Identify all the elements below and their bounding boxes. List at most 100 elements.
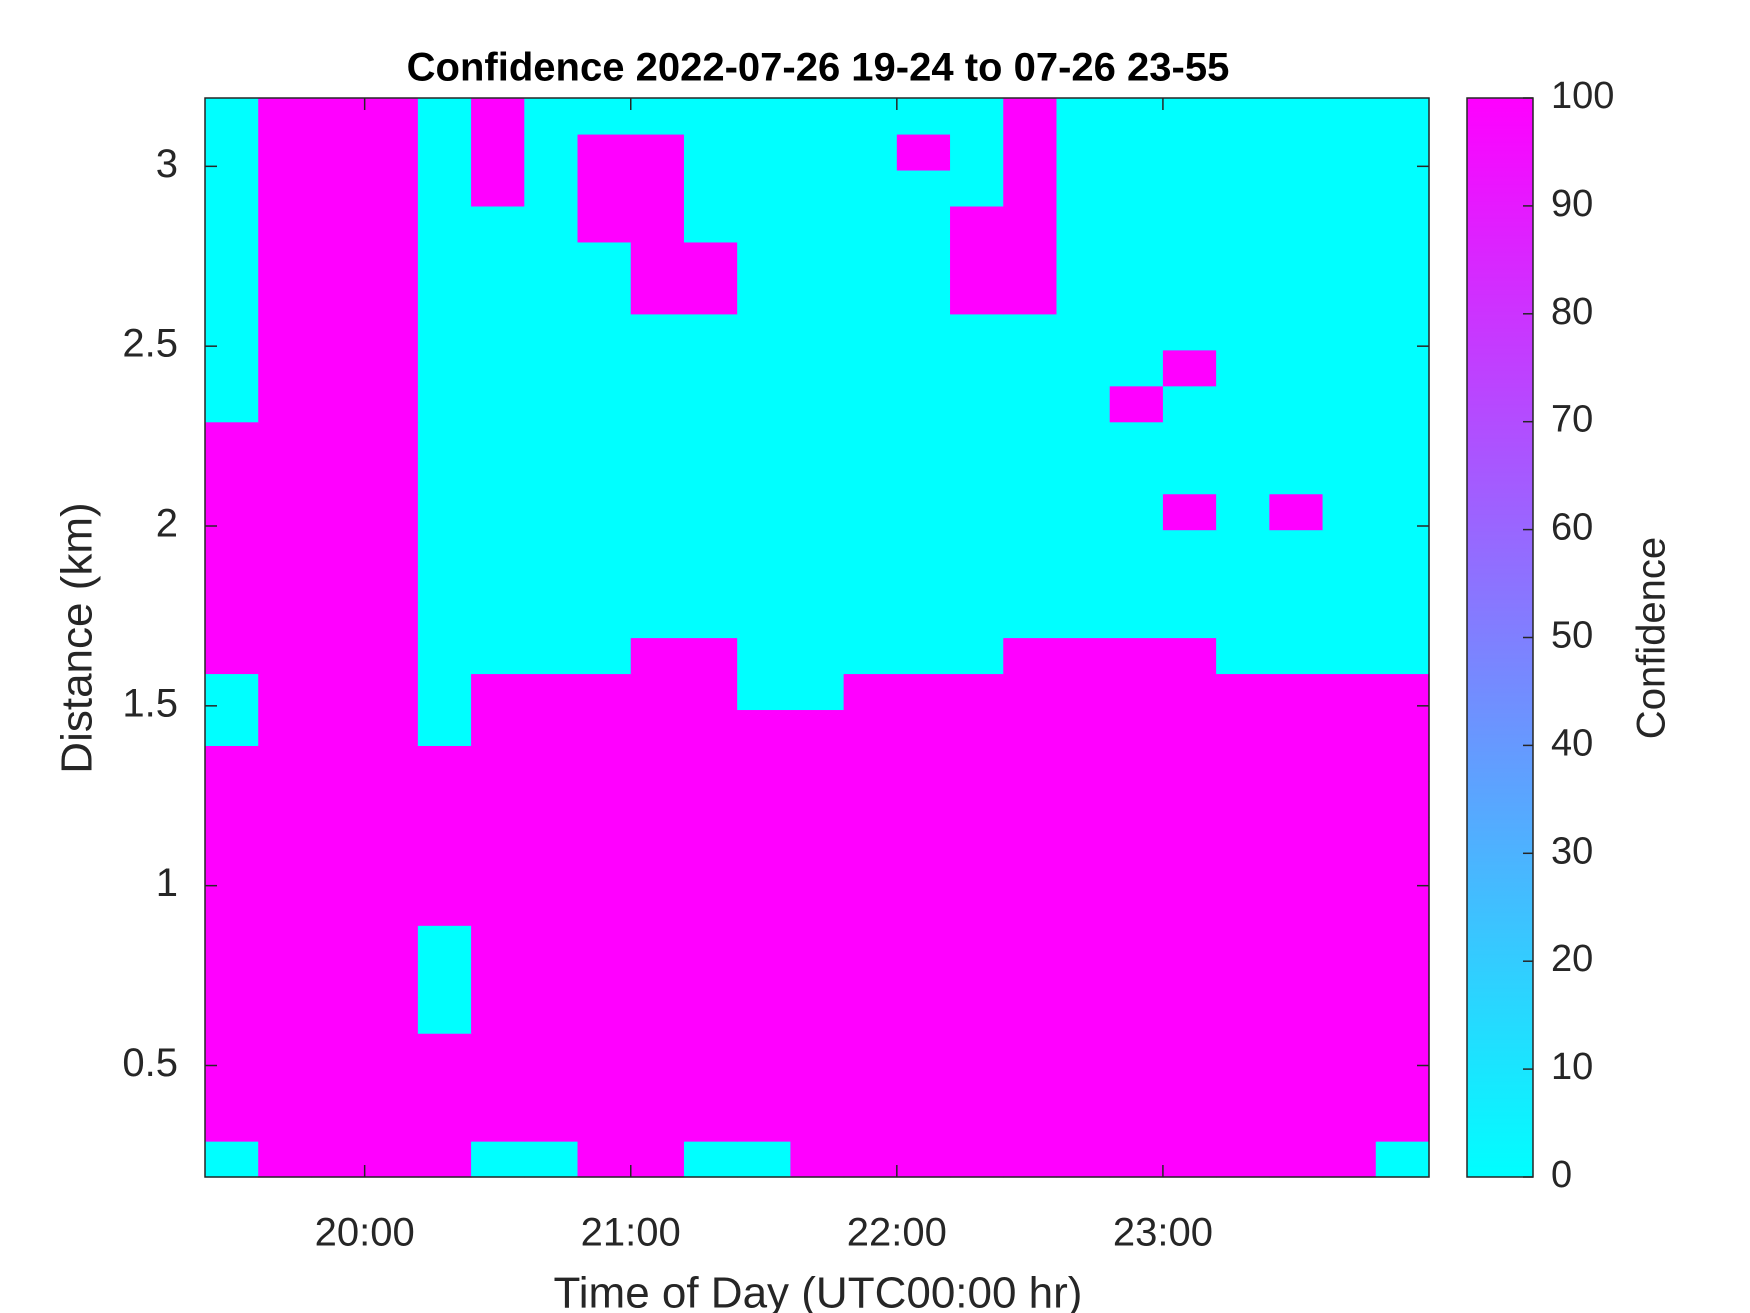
heatmap-cell (311, 1105, 366, 1142)
heatmap-cell (896, 1033, 951, 1070)
heatmap-cell (417, 637, 472, 675)
heatmap-cell (1003, 673, 1058, 711)
heatmap-cell (1109, 565, 1164, 603)
heatmap-cell (471, 1105, 525, 1142)
heatmap-cell (1216, 421, 1270, 459)
heatmap-cell (524, 133, 579, 171)
heatmap-cell (1269, 1105, 1324, 1142)
heatmap-cell (577, 1033, 632, 1070)
heatmap-cell (1375, 457, 1430, 495)
heatmap-cell (630, 277, 685, 315)
heatmap-cell (1322, 925, 1377, 962)
heatmap-cell (471, 565, 525, 603)
heatmap-cell (1216, 1033, 1270, 1070)
heatmap-cell (1375, 169, 1430, 207)
heatmap-cell (737, 745, 791, 782)
heatmap-cell (1162, 673, 1217, 711)
heatmap-cell (1375, 98, 1430, 135)
heatmap-cell (1375, 817, 1430, 854)
heatmap-cell (1109, 98, 1164, 135)
heatmap-cell (1003, 385, 1058, 423)
heatmap-cell (1056, 1141, 1111, 1178)
heatmap-cell (364, 1069, 419, 1106)
heatmap-cell (1322, 853, 1377, 890)
heatmap-cell (1003, 493, 1058, 531)
heatmap-cell (417, 1105, 472, 1142)
heatmap-cell (843, 205, 898, 243)
heatmap-cell (205, 349, 259, 387)
heatmap-cell (258, 997, 313, 1034)
heatmap-cell (577, 961, 632, 998)
heatmap-cell (843, 1105, 898, 1142)
heatmap-cell (1216, 1069, 1270, 1106)
heatmap-cell (524, 1105, 579, 1142)
heatmap-cell (1322, 385, 1377, 423)
heatmap-cell (1109, 277, 1164, 315)
heatmap-cell (417, 349, 472, 387)
heatmap-cell (1322, 205, 1377, 243)
heatmap-cell (843, 781, 898, 818)
heatmap-cell (630, 709, 685, 746)
heatmap-cell (1003, 889, 1058, 926)
heatmap-cell (683, 925, 738, 962)
heatmap-cell (471, 601, 525, 639)
heatmap-cell (577, 169, 632, 207)
heatmap-cell (1322, 817, 1377, 854)
heatmap-cell (258, 673, 313, 711)
heatmap-cell (950, 745, 1004, 782)
heatmap-cell (1003, 98, 1058, 135)
heatmap-cell (417, 1069, 472, 1106)
heatmap-cell (683, 997, 738, 1034)
heatmap-cell (1162, 745, 1217, 782)
heatmap-cell (1056, 889, 1111, 926)
heatmap-cell (1056, 313, 1111, 351)
heatmap-cell (524, 1069, 579, 1106)
y-tick-label: 2 (156, 502, 178, 546)
heatmap-cell (258, 457, 313, 495)
heatmap-cell (311, 961, 366, 998)
heatmap-cell (471, 853, 525, 890)
heatmap-cell (471, 925, 525, 962)
heatmap-cell (1162, 889, 1217, 926)
heatmap-cell (577, 241, 632, 279)
x-tick-label: 23:00 (1113, 1211, 1213, 1255)
colorbar-tick-label: 90 (1551, 183, 1593, 225)
heatmap-cell (1109, 313, 1164, 351)
heatmap-cell (258, 745, 313, 782)
heatmap-cell (258, 133, 313, 171)
heatmap-cell (683, 709, 738, 746)
heatmap-cell (683, 637, 738, 675)
heatmap-cell (1056, 1033, 1111, 1070)
heatmap-cell (1003, 1069, 1058, 1106)
heatmap-cell (577, 745, 632, 782)
heatmap-cell (950, 1141, 1004, 1178)
heatmap-cell (1375, 565, 1430, 603)
heatmap-cell (950, 565, 1004, 603)
heatmap-cell (364, 709, 419, 746)
heatmap-cell (205, 98, 259, 135)
heatmap-cell (1269, 457, 1324, 495)
heatmap-cell (1056, 98, 1111, 135)
heatmap-cell (577, 457, 632, 495)
heatmap-cell (471, 529, 525, 567)
heatmap-cell (896, 205, 951, 243)
heatmap-cell (1216, 1141, 1270, 1178)
heatmap-cell (311, 349, 366, 387)
heatmap-cell (843, 241, 898, 279)
heatmap-cell (364, 673, 419, 711)
heatmap-cell (896, 133, 951, 171)
heatmap-cell (1003, 709, 1058, 746)
heatmap-cell (524, 1141, 579, 1178)
heatmap-cell (364, 133, 419, 171)
heatmap-cell (1162, 1105, 1217, 1142)
heatmap-cell (1216, 637, 1270, 675)
heatmap-cell (577, 529, 632, 567)
heatmap-cell (737, 277, 791, 315)
heatmap-cell (737, 349, 791, 387)
heatmap-cell (1216, 709, 1270, 746)
heatmap-cell (1322, 1105, 1377, 1142)
heatmap-cell (896, 277, 951, 315)
heatmap-cell (205, 745, 259, 782)
heatmap-cell (790, 349, 845, 387)
heatmap-cell (630, 889, 685, 926)
